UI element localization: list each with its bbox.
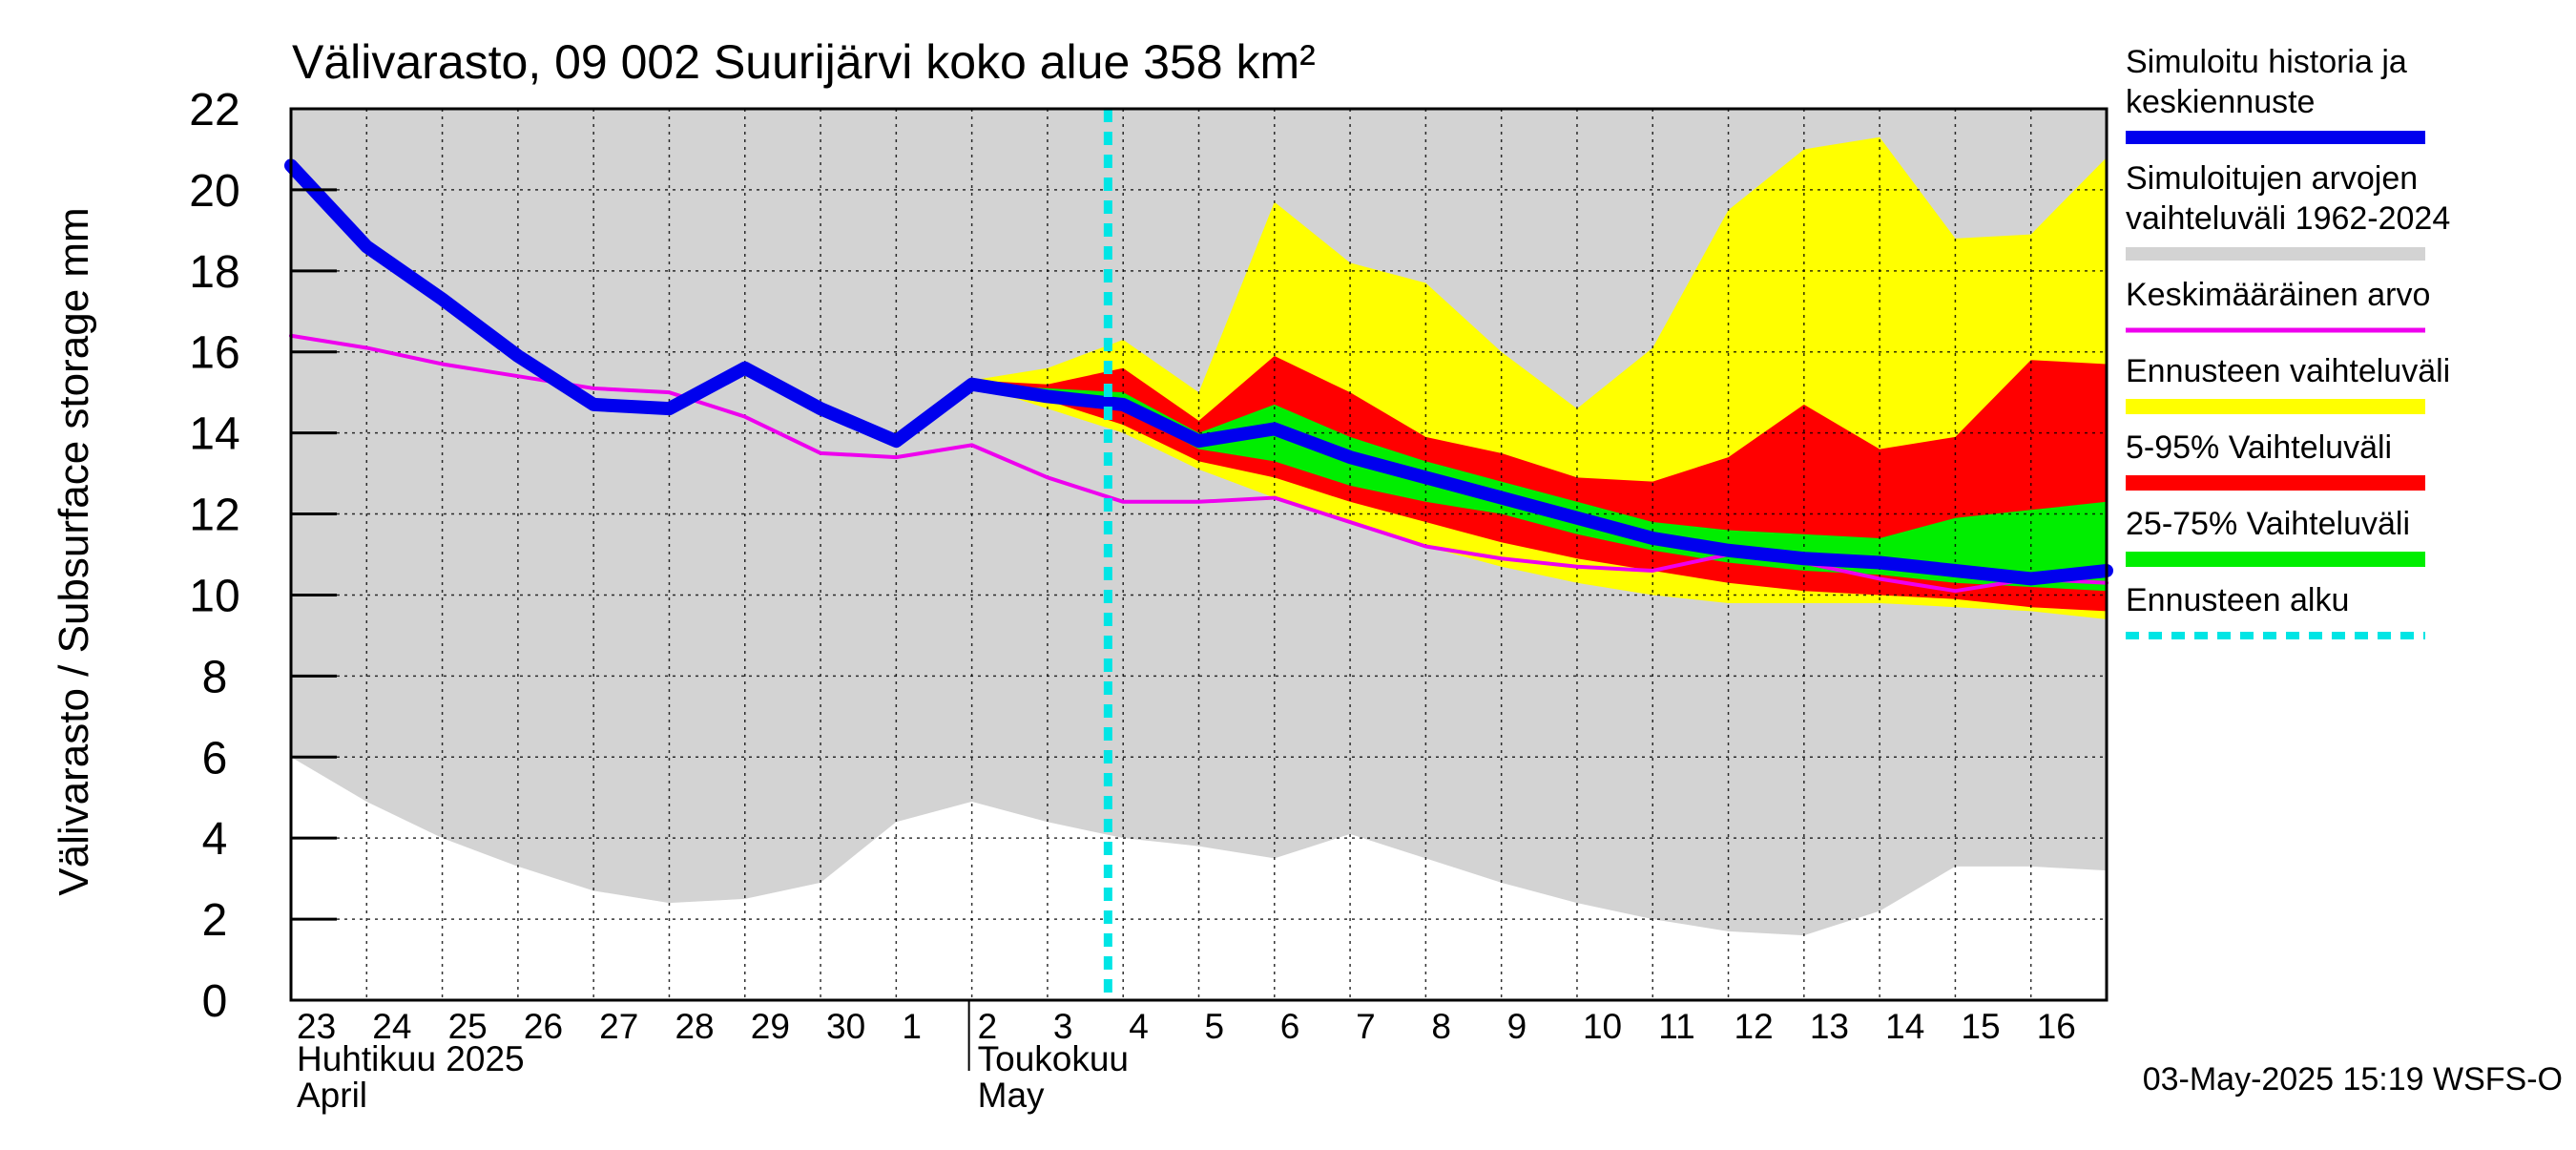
y-tick-label: 12	[189, 491, 239, 541]
x-tick-label: 3	[1053, 1007, 1073, 1046]
x-tick-label: 23	[297, 1007, 336, 1046]
x-tick-label: 4	[1129, 1007, 1149, 1046]
x-tick-label: 11	[1658, 1007, 1694, 1046]
x-tick-label: 14	[1885, 1007, 1924, 1046]
x-tick-label: 5	[1205, 1007, 1225, 1046]
x-tick-label: 27	[599, 1007, 638, 1046]
legend-label: Simuloitujen arvojen	[2126, 160, 2418, 197]
x-tick-label: 26	[524, 1007, 563, 1046]
legend-item-history: Simuloitu historia ja keskiennuste	[2126, 44, 2425, 144]
x-tick-label: 16	[2037, 1007, 2076, 1046]
legend-label: Simuloitu historia ja	[2126, 44, 2407, 80]
legend-swatch	[2126, 399, 2425, 414]
month-label: Huhtikuu 2025	[297, 1039, 525, 1078]
y-axis-label: Välivarasto / Subsurface storage mm	[51, 207, 97, 895]
legend-swatch	[2126, 552, 2425, 567]
x-tick-label: 6	[1280, 1007, 1300, 1046]
plot-area	[284, 109, 2113, 1000]
x-tick-label: 30	[826, 1007, 865, 1046]
legend-swatch	[2126, 475, 2425, 491]
legend-item-mean: Keskimääräinen arvo	[2126, 277, 2430, 333]
legend-label: keskiennuste	[2126, 84, 2315, 120]
legend-label: vaihteluväli 1962-2024	[2126, 200, 2450, 237]
timestamp-footer: 03-May-2025 15:19 WSFS-O	[2143, 1061, 2563, 1098]
legend-label: Ennusteen alku	[2126, 582, 2349, 618]
plot-frame	[289, 107, 2109, 1002]
x-tick-label: 29	[751, 1007, 790, 1046]
legend: Simuloitu historia jakeskiennusteSimuloi…	[2126, 44, 2450, 639]
legend-item-p5-95: 5-95% Vaihteluväli	[2126, 429, 2425, 491]
legend-item-forecast-range: Ennusteen vaihteluväli	[2126, 353, 2450, 414]
x-tick-label: 2	[978, 1007, 998, 1046]
x-tick-label: 8	[1431, 1007, 1451, 1046]
y-tick-label: 4	[202, 814, 228, 865]
month-label-english: May	[978, 1076, 1045, 1115]
line-simuloitu-historia-ja-keskiennuste	[284, 158, 2113, 586]
legend-label: 5-95% Vaihteluväli	[2126, 429, 2392, 466]
chart-title: Välivarasto, 09 002 Suurijärvi koko alue…	[292, 35, 1316, 89]
legend-item-forecast-start: Ennusteen alku	[2126, 582, 2425, 639]
y-tick-label: 18	[189, 247, 239, 298]
x-tick-label: 7	[1356, 1007, 1376, 1046]
x-tick-label: 25	[448, 1007, 488, 1046]
y-tick-label: 2	[202, 895, 228, 946]
y-tick-label: 20	[189, 166, 239, 217]
y-tick-label: 22	[189, 85, 239, 136]
x-tick-label: 28	[675, 1007, 714, 1046]
x-tick-label: 9	[1507, 1007, 1527, 1046]
x-tick-label: 10	[1583, 1007, 1622, 1046]
legend-item-p25-75: 25-75% Vaihteluväli	[2126, 506, 2425, 567]
legend-label: 25-75% Vaihteluväli	[2126, 506, 2410, 542]
month-label: Toukokuu	[978, 1039, 1129, 1078]
y-tick-label: 16	[189, 328, 239, 379]
legend-label: Ennusteen vaihteluväli	[2126, 353, 2450, 389]
y-tick-label: 0	[202, 976, 228, 1027]
y-tick-label: 6	[202, 733, 228, 784]
month-label-english: April	[297, 1076, 367, 1115]
x-tick-label: 15	[1961, 1007, 2000, 1046]
y-tick-label: 8	[202, 652, 228, 702]
x-tick-label: 24	[372, 1007, 411, 1046]
y-tick-label: 14	[189, 409, 239, 460]
legend-swatch	[2126, 247, 2425, 261]
legend-label: Keskimääräinen arvo	[2126, 277, 2430, 313]
x-tick-label: 13	[1810, 1007, 1849, 1046]
y-tick-label: 10	[189, 571, 239, 621]
x-tick-label: 1	[902, 1007, 922, 1046]
x-tick-label: 12	[1735, 1007, 1774, 1046]
